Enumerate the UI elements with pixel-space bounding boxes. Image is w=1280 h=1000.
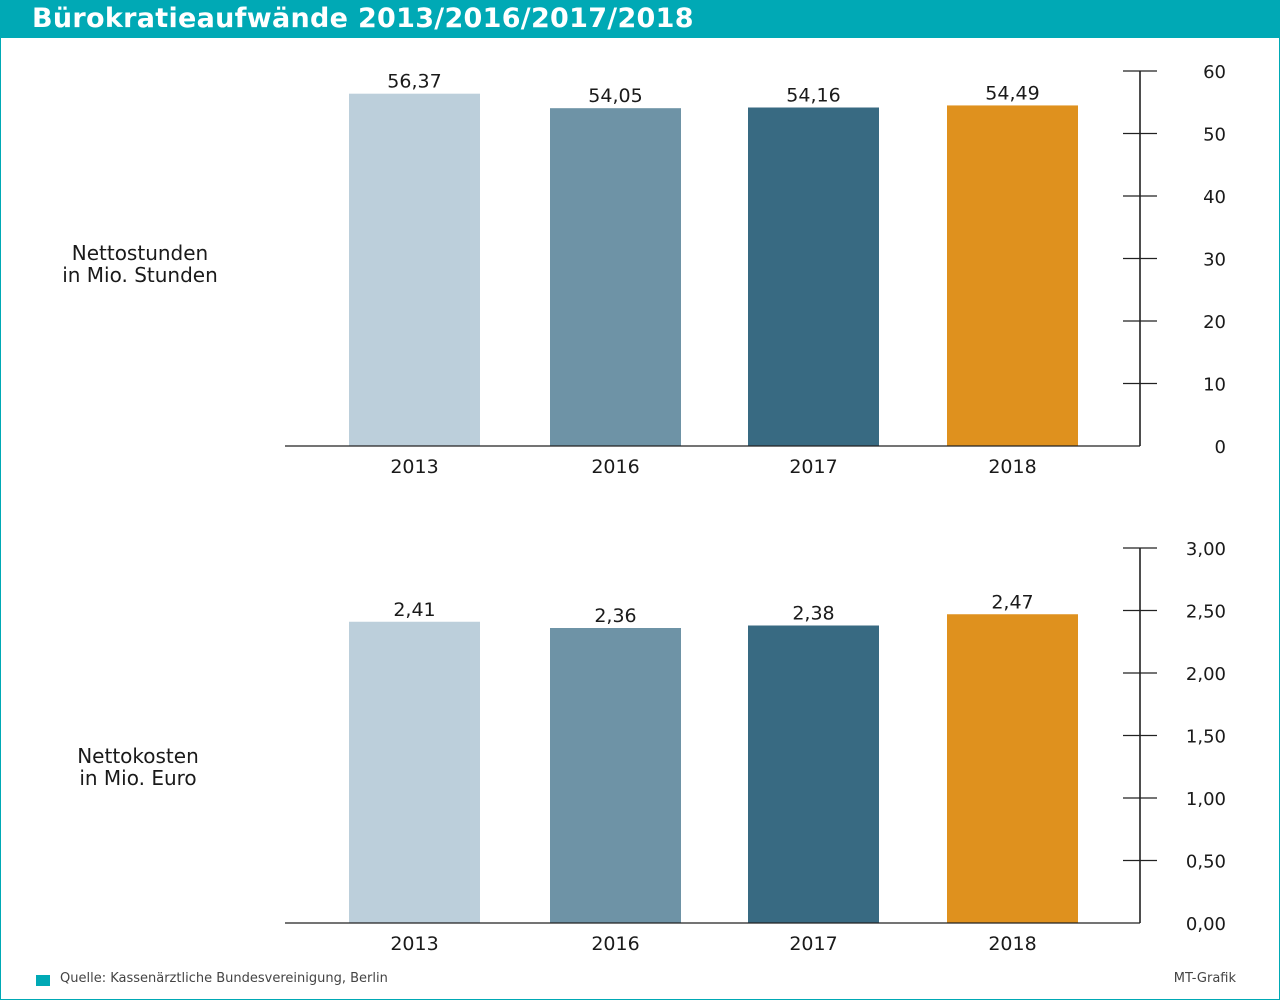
top-y-tick-label-5: 50 [1203, 125, 1226, 146]
top-category-label-2017: 2017 [789, 456, 837, 478]
top-chart-ylabel-line-1: Nettostunden [71, 241, 209, 265]
top-value-label-2018: 54,49 [985, 82, 1039, 104]
bottom-bar-2017 [748, 625, 879, 923]
bottom-category-label-2016: 2016 [591, 933, 639, 955]
source-marker [36, 975, 50, 986]
top-value-label-2013: 56,37 [387, 71, 441, 93]
top-y-tick-label-6: 60 [1203, 62, 1226, 83]
top-y-tick-label-4: 40 [1203, 187, 1226, 208]
top-bar-2013 [349, 93, 480, 446]
bottom-y-tick-label-4: 2,00 [1186, 664, 1226, 685]
bottom-y-tick-label-3: 1,50 [1186, 727, 1226, 748]
top-category-label-2016: 2016 [591, 456, 639, 478]
top-y-tick-label-2: 20 [1203, 312, 1226, 333]
top-category-label-2013: 2013 [390, 456, 438, 478]
bottom-y-tick-label-2: 1,00 [1186, 789, 1226, 810]
bottom-chart-ylabel-line-1: Nettokosten [77, 744, 199, 768]
top-category-label-2018: 2018 [988, 456, 1036, 478]
top-y-tick-label-1: 10 [1203, 375, 1226, 396]
nettokosten-chart: 2,41 2013 2,36 2016 2,38 2017 2,47 2018 0,00 0,50… [285, 539, 1226, 955]
nettostunden-chart: 56,37 2013 54,05 2016 54,16 2017 54,49 2018 0 10 2… [285, 62, 1226, 478]
bottom-category-label-2018: 2018 [988, 933, 1036, 955]
bottom-category-label-2017: 2017 [789, 933, 837, 955]
bottom-y-tick-label-5: 2,50 [1186, 602, 1226, 623]
graphic-credit: MT-Grafik [1173, 971, 1236, 986]
bottom-value-label-2018: 2,47 [991, 591, 1033, 613]
top-y-tick-label-3: 30 [1203, 250, 1226, 271]
chart-title: Bürokratieaufwände 2013/2016/2017/2018 [32, 3, 694, 34]
source-note: Quelle: Kassenärztliche Bundesvereinigun… [60, 971, 388, 986]
top-value-label-2016: 54,05 [588, 85, 642, 107]
bottom-value-label-2016: 2,36 [594, 605, 636, 627]
bottom-value-label-2017: 2,38 [792, 603, 834, 625]
top-bar-2017 [748, 107, 879, 446]
top-y-tick-label-0: 0 [1215, 437, 1226, 458]
bottom-category-label-2013: 2013 [390, 933, 438, 955]
bottom-chart-ylabel-line-2: in Mio. Euro [79, 766, 197, 790]
top-chart-ylabel-line-2: in Mio. Stunden [62, 263, 218, 287]
bottom-value-label-2013: 2,41 [393, 599, 435, 621]
bottom-y-tick-label-0: 0,00 [1186, 914, 1226, 935]
bottom-y-tick-label-6: 3,00 [1186, 539, 1226, 560]
top-chart-ylabel: Nettostunden in Mio. Stunden [10, 242, 270, 286]
bottom-bar-2013 [349, 621, 480, 923]
bottom-chart-ylabel: Nettokosten in Mio. Euro [8, 745, 268, 789]
bottom-bar-2016 [550, 628, 681, 923]
top-value-label-2017: 54,16 [786, 85, 840, 107]
title-bar: Bürokratieaufwände 2013/2016/2017/2018 [0, 0, 1280, 38]
top-bar-2016 [550, 108, 681, 446]
top-bar-2018 [947, 105, 1078, 446]
bottom-bar-2018 [947, 614, 1078, 923]
bottom-y-tick-label-1: 0,50 [1186, 852, 1226, 873]
